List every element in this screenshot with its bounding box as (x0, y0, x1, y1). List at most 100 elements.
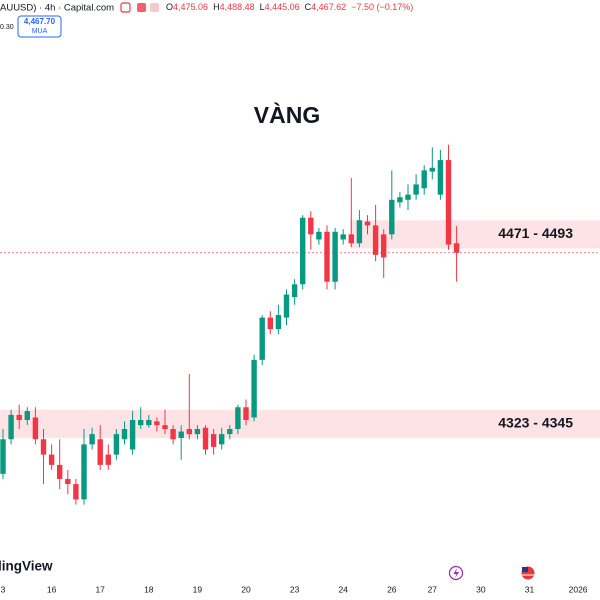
candle-body (219, 434, 225, 445)
ohlc-key: L (260, 2, 265, 12)
x-tick-label: 18 (144, 584, 154, 594)
symbol: AUUSD) · 4h · Capital.com (0, 3, 114, 14)
ohlc-value: 4,488.48 (220, 2, 255, 12)
ohlc-value: 4,467.62 (311, 2, 346, 12)
candles (0, 144, 460, 505)
labels: 4471 - 4493 4323 - 4345 (498, 225, 573, 431)
candle-body (105, 454, 111, 465)
candle-body (397, 197, 403, 203)
candle-body (453, 243, 460, 253)
x-tick-label: 20 (241, 584, 251, 594)
candle-body (24, 411, 30, 421)
candle-body (251, 359, 257, 418)
candle-body (32, 417, 39, 440)
candle-body (300, 217, 306, 285)
buy-label[interactable]: MUA (32, 28, 48, 35)
candle-body (283, 294, 290, 318)
candle-body (445, 160, 452, 245)
x-tick-label: 26 (387, 584, 397, 594)
zone-label: 4471 - 4493 (498, 225, 573, 241)
candle-body (170, 429, 176, 440)
ohlc-value: 4,475.06 (173, 2, 208, 12)
icon-status[interactable] (150, 3, 159, 12)
x-tick-label: 24 (338, 584, 348, 594)
x-tick-label: 3 (1, 584, 6, 594)
ohlc-value: 4,445.06 (265, 2, 300, 12)
buy-button[interactable] (17, 15, 62, 38)
watermark: lingView (0, 559, 53, 574)
candle-body (81, 444, 87, 500)
candle-body (356, 220, 363, 244)
candle-body (162, 425, 168, 430)
candle-body (73, 484, 79, 500)
candle-body (405, 194, 411, 200)
buy-price[interactable]: 4,467.70 (24, 17, 56, 26)
candle-body (259, 317, 265, 360)
x-tick-label: 27 (428, 584, 438, 594)
candle-body (364, 221, 371, 226)
candle-body (429, 167, 435, 172)
candle-body (65, 478, 71, 485)
candle-body (186, 429, 192, 435)
candle-body (202, 427, 209, 450)
candle-body (340, 234, 346, 240)
x-tick-label: 16 (47, 584, 57, 594)
candle-body (121, 429, 128, 440)
candle-body (324, 231, 330, 282)
ohlc-key: O (166, 2, 173, 12)
x-axis: 3 16 17 18 19 20 23 24 26 27 30 31 2026 (1, 584, 588, 594)
candle-body (316, 231, 322, 240)
candle-body (372, 225, 379, 255)
candle-body (16, 414, 22, 421)
ohlc-change: −7.50 (−0.17%) (351, 2, 413, 12)
x-tick-label: 23 (290, 584, 300, 594)
candle-body (40, 439, 47, 455)
x-tick-label: 31 (525, 584, 535, 594)
candle-body (235, 407, 241, 430)
candle-body (194, 429, 201, 435)
candle-body (57, 464, 63, 479)
candle-body (291, 284, 298, 298)
candle-body (0, 439, 6, 474)
x-tick-label: 2026 (569, 584, 588, 594)
flag-canton (522, 567, 528, 572)
x-tick-label: 30 (476, 584, 486, 594)
ohlc-key: C (305, 2, 312, 12)
ohlc-readout: O4,475.06 H4,488.48 L4,445.06 C4,467.62 −7.5… (166, 2, 413, 12)
x-tick-label: 17 (95, 584, 105, 594)
candle-body (381, 234, 387, 258)
icon-indicator[interactable] (137, 3, 146, 12)
icon-alert[interactable] (120, 2, 131, 13)
candle-body (48, 454, 55, 465)
ohlc-key: H (213, 2, 220, 12)
candle-body (308, 217, 314, 235)
candle-body (154, 421, 160, 426)
candle-body (421, 170, 427, 189)
candle-body (129, 420, 136, 450)
event-bolt (453, 568, 459, 578)
spread: 0.30 (0, 24, 14, 31)
candle-body (437, 160, 444, 195)
candle-body (275, 315, 282, 330)
x-tick-label: 19 (193, 584, 203, 594)
candle-body (146, 420, 152, 426)
candle-body (178, 431, 184, 438)
candle-body (97, 439, 103, 465)
candle-body (227, 429, 233, 435)
candle-body (210, 434, 217, 447)
candle-body (267, 317, 273, 330)
candle-body (243, 407, 249, 421)
candle-body (413, 184, 419, 195)
candle-body (138, 420, 144, 426)
candle-body (113, 434, 120, 455)
chart-title: VÀNG (254, 101, 320, 128)
candle-body (8, 414, 14, 440)
zone-label: 4323 - 4345 (498, 415, 573, 431)
candle-body (389, 199, 395, 235)
candle-body (89, 434, 95, 445)
candle-body (348, 234, 354, 244)
candle-body (332, 231, 338, 282)
